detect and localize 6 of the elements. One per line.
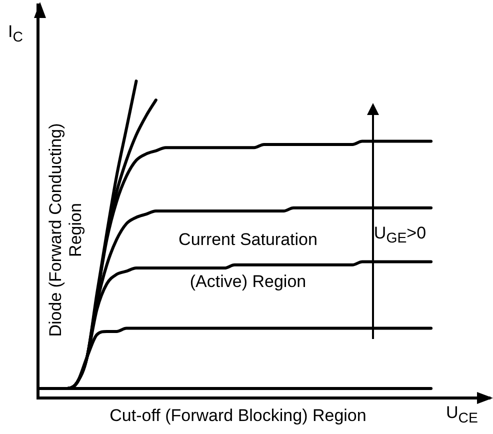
y-axis-title: I$_{C}$ [8, 22, 23, 48]
text: Cut-off (Forward Blocking) Region [110, 406, 366, 426]
text: Current Saturation (Active) Region [178, 230, 318, 291]
annotation: Diode (Forward Conducting) Region [46, 123, 86, 337]
x-axis-title: U$_{CE}$ [446, 403, 478, 428]
annotation: U$_{GE}$>0 [374, 223, 426, 249]
